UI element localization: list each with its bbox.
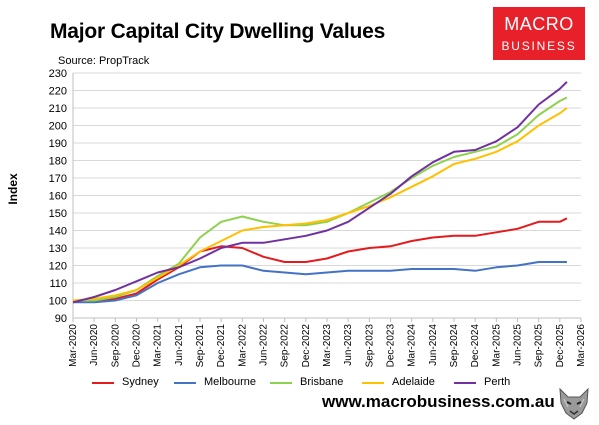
x-tick-label: Mar-2022 [237, 324, 248, 367]
x-tick-label: Dec-2020 [132, 324, 143, 368]
y-tick-label: 100 [49, 296, 67, 308]
series-line-melbourne [73, 261, 567, 304]
y-tick-label: 190 [49, 138, 67, 150]
x-tick-label: Mar-2023 [322, 324, 333, 367]
y-tick-label: 130 [49, 243, 67, 255]
axes [72, 73, 582, 322]
y-axis-label: Index [6, 173, 20, 205]
x-tick-label: Mar-2026 [576, 324, 587, 367]
x-tick-label: Sep-2022 [280, 324, 291, 368]
series-line-adelaide [72, 107, 568, 302]
y-tick-label: 210 [49, 103, 67, 115]
legend-label: Sydney [122, 376, 159, 388]
x-tick-label: Dec-2024 [470, 324, 481, 368]
logo-line1: MACRO [504, 14, 574, 34]
x-tick-label: Dec-2022 [301, 324, 312, 368]
y-tick-label: 180 [49, 156, 67, 168]
y-tick-label: 110 [49, 278, 67, 290]
x-tick-label: Sep-2023 [364, 324, 375, 368]
source-note: Source: PropTrack [58, 55, 150, 67]
series-line-perth [72, 81, 568, 304]
y-tick-label: 160 [49, 191, 67, 203]
x-tick-label: Sep-2025 [534, 324, 545, 368]
x-tick-label: Dec-2023 [386, 324, 397, 368]
chart-title: Major Capital City Dwelling Values [50, 20, 386, 43]
x-tick-label: Sep-2020 [110, 324, 121, 368]
wolf-logo-icon [559, 387, 589, 420]
legend-label: Adelaide [392, 376, 435, 388]
y-tick-label: 140 [49, 226, 67, 238]
x-tick-label: Sep-2024 [449, 324, 460, 368]
x-tick-label: Dec-2025 [555, 324, 566, 368]
x-tick-label: Jun-2022 [259, 324, 270, 366]
series-line-sydney [73, 217, 568, 302]
y-tick-label: 200 [49, 121, 67, 133]
legend-swatch [454, 382, 476, 384]
legend-swatch [174, 382, 196, 384]
legend-label: Brisbane [300, 376, 344, 388]
x-tick-label: Jun-2025 [513, 324, 524, 366]
legend-swatch [270, 382, 292, 384]
legend-label: Melbourne [204, 376, 256, 388]
x-tick-label: Jun-2020 [89, 324, 100, 366]
x-tick-label: Mar-2021 [153, 324, 164, 367]
y-tick-labels: 90 100 110 120 130 140 150 160 170 180 190 200 210 22… [49, 68, 67, 325]
x-tick-label: Jun-2023 [343, 324, 354, 366]
website-url: www.macrobusiness.com.au [322, 392, 555, 411]
x-tick-label: Mar-2025 [491, 324, 502, 367]
x-tick-label: Dec-2021 [216, 324, 227, 368]
series-line-brisbane [73, 96, 568, 302]
x-tick-label: Jun-2024 [428, 324, 439, 366]
legend-swatch [92, 382, 114, 384]
series-lines [72, 81, 568, 304]
x-tick-label: Mar-2020 [68, 324, 79, 367]
legend-swatch [362, 382, 384, 384]
y-tick-label: 90 [55, 313, 67, 325]
y-tick-label: 170 [49, 173, 67, 185]
x-tick-label: Jun-2021 [174, 324, 185, 366]
legend-label: Perth [484, 376, 511, 388]
macrobusiness-logo: MACRO BUSINESS [493, 7, 585, 60]
y-tick-label: 220 [49, 86, 67, 98]
y-tick-label: 120 [49, 261, 67, 273]
x-tick-labels: Mar-2020 Jun-2020 Sep-2020 Dec-2020 Mar-2021… [68, 324, 587, 368]
y-tick-label: 230 [49, 68, 67, 80]
y-tick-label: 150 [49, 208, 67, 220]
x-tick-label: Sep-2021 [195, 324, 206, 368]
x-tick-label: Mar-2024 [407, 324, 418, 367]
logo-line2: BUSINESS [501, 39, 577, 53]
